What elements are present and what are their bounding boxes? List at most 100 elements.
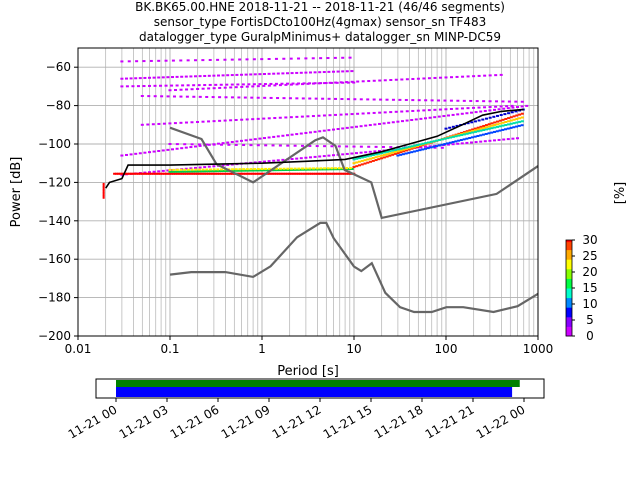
- density-cell: [160, 95, 164, 98]
- density-cell: [333, 172, 337, 175]
- density-cell: [196, 87, 200, 90]
- time-tick-label: 11-21 09: [219, 402, 273, 441]
- density-cell: [295, 97, 299, 100]
- density-cell: [306, 82, 310, 85]
- density-cell: [244, 139, 248, 142]
- density-cell: [147, 95, 151, 98]
- colorbar-cell: [566, 326, 572, 329]
- density-cell: [423, 117, 427, 120]
- density-cell: [391, 121, 395, 124]
- density-cell: [242, 168, 246, 171]
- density-cell: [215, 170, 219, 173]
- density-cell: [226, 163, 230, 166]
- density-cell: [212, 168, 216, 171]
- density-cell: [251, 172, 255, 175]
- density-cell: [327, 129, 331, 132]
- density-cell: [275, 167, 279, 170]
- density-cell: [278, 172, 282, 175]
- density-cell: [289, 168, 293, 171]
- density-cell: [371, 156, 375, 159]
- density-cell: [179, 59, 183, 62]
- density-cell: [216, 74, 220, 77]
- density-cell: [295, 172, 299, 175]
- density-cell: [226, 141, 230, 144]
- density-cell: [262, 169, 266, 172]
- colorbar-cell: [566, 332, 572, 335]
- density-cell: [389, 79, 393, 82]
- colorbar-cell: [566, 291, 572, 294]
- density-cell: [218, 119, 222, 122]
- density-cell: [509, 122, 513, 125]
- density-cell: [289, 83, 293, 86]
- density-cell: [249, 73, 253, 76]
- colorbar-cell: [566, 299, 572, 302]
- density-cell: [483, 74, 487, 77]
- density-cell: [161, 76, 165, 79]
- density-cell: [234, 143, 238, 146]
- density-cell: [129, 153, 133, 156]
- density-cell: [364, 151, 368, 154]
- density-cell: [212, 74, 216, 77]
- density-cell: [221, 164, 225, 167]
- x-tick-label: 1: [258, 342, 266, 356]
- density-cell: [487, 125, 491, 128]
- density-cell: [330, 172, 334, 175]
- density-cell: [267, 160, 271, 163]
- density-cell: [448, 141, 452, 144]
- density-cell: [454, 140, 458, 143]
- colorbar-cell: [566, 323, 572, 326]
- density-cell: [446, 142, 450, 145]
- density-cell: [383, 111, 387, 114]
- density-cell: [442, 115, 446, 118]
- density-cell: [195, 172, 199, 175]
- colorbar-cell: [566, 267, 572, 270]
- density-cell: [373, 150, 377, 153]
- density-cell: [382, 153, 386, 156]
- density-cell: [418, 146, 422, 149]
- density-cell: [306, 168, 310, 171]
- density-cell: [358, 160, 362, 163]
- density-cell: [451, 135, 455, 138]
- density-cell: [520, 120, 524, 123]
- density-cell: [334, 168, 338, 171]
- density-cell: [179, 172, 183, 175]
- density-cell: [229, 119, 233, 122]
- density-cell: [306, 115, 310, 118]
- density-cell: [299, 132, 303, 135]
- density-cell: [285, 82, 289, 85]
- density-cell: [433, 116, 437, 119]
- density-cell: [501, 121, 505, 124]
- density-cell: [157, 122, 161, 125]
- density-cell: [465, 112, 469, 115]
- density-cell: [267, 84, 271, 87]
- density-cell: [497, 108, 501, 111]
- density-cell: [417, 99, 421, 102]
- density-cell: [435, 145, 439, 148]
- density-cell: [366, 161, 370, 164]
- density-cell: [160, 172, 164, 175]
- density-cell: [314, 97, 318, 100]
- density-cell: [451, 143, 455, 146]
- density-cell: [138, 152, 142, 155]
- density-cell: [157, 170, 161, 173]
- time-tick-label: 11-21 12: [270, 402, 324, 441]
- density-cell: [313, 172, 317, 175]
- density-cell: [437, 99, 441, 102]
- density-cell: [157, 76, 161, 79]
- density-cell: [359, 151, 363, 154]
- density-cell: [267, 167, 271, 170]
- density-cell: [194, 168, 198, 171]
- density-cell: [401, 153, 405, 156]
- density-cell: [345, 70, 349, 73]
- density-cell: [252, 58, 256, 61]
- density-cell: [284, 169, 288, 172]
- colorbar-cell: [566, 288, 572, 291]
- density-cell: [102, 196, 105, 199]
- colorbar-cell: [566, 241, 572, 244]
- density-cell: [328, 114, 332, 117]
- density-cell: [355, 165, 359, 168]
- density-cell: [303, 168, 307, 171]
- density-cell: [374, 159, 378, 162]
- density-cell: [223, 172, 227, 175]
- density-cell: [341, 153, 345, 156]
